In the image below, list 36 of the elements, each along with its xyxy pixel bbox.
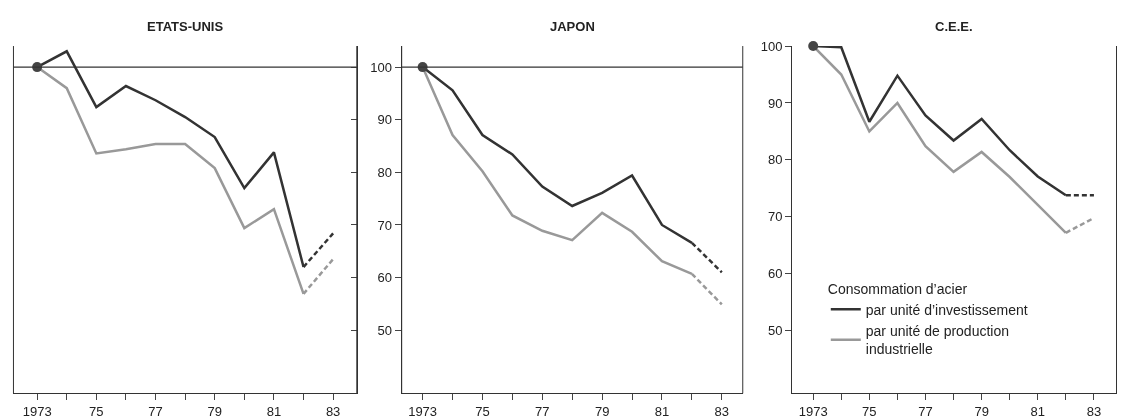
- x-tick-label: 79: [974, 403, 989, 419]
- y-tick-label: 70: [377, 217, 393, 233]
- y-tick-label: 80: [377, 164, 393, 180]
- y-tick-label: 50: [768, 323, 783, 339]
- y-tick-label: 60: [377, 270, 393, 286]
- x-tick-label: 1973: [408, 403, 438, 419]
- x-tick-label: 75: [475, 403, 490, 419]
- y-tick-label: 90: [768, 95, 783, 111]
- y-tick-label: 90: [377, 112, 393, 128]
- x-tick-label: 79: [594, 403, 610, 419]
- legend-title: Consommation d’acier: [827, 280, 968, 297]
- x-tick-label: 81: [654, 403, 670, 419]
- x-tick-label: 1973: [22, 403, 52, 419]
- x-tick-label: 75: [862, 403, 877, 419]
- x-tick-label: 75: [89, 403, 104, 419]
- y-tick-label: 100: [760, 38, 783, 54]
- x-tick-label: 77: [918, 403, 933, 419]
- legend-label: par unité de production industrielle: [865, 323, 1010, 358]
- x-tick-label: 81: [266, 403, 282, 419]
- legend-label: par unité d’investissement: [865, 301, 1028, 318]
- x-tick-label: 83: [714, 403, 730, 419]
- y-tick-label: 100: [370, 59, 393, 75]
- x-tick-label: 77: [535, 403, 550, 419]
- chart-title: ETATS-UNIS: [147, 19, 224, 34]
- chart-title: C.E.E.: [935, 19, 973, 34]
- y-tick-label: 80: [768, 152, 783, 168]
- y-tick-label: 50: [377, 322, 393, 338]
- x-tick-label: 1973: [798, 403, 828, 419]
- x-tick-label: 77: [148, 403, 163, 419]
- x-tick-label: 79: [207, 403, 222, 419]
- y-tick-label: 70: [768, 209, 783, 225]
- x-tick-label: 81: [1030, 403, 1046, 419]
- y-tick-label: 60: [768, 266, 783, 282]
- x-tick-label: 83: [325, 403, 341, 419]
- chart-title: JAPON: [550, 19, 595, 34]
- x-tick-label: 83: [1086, 403, 1102, 419]
